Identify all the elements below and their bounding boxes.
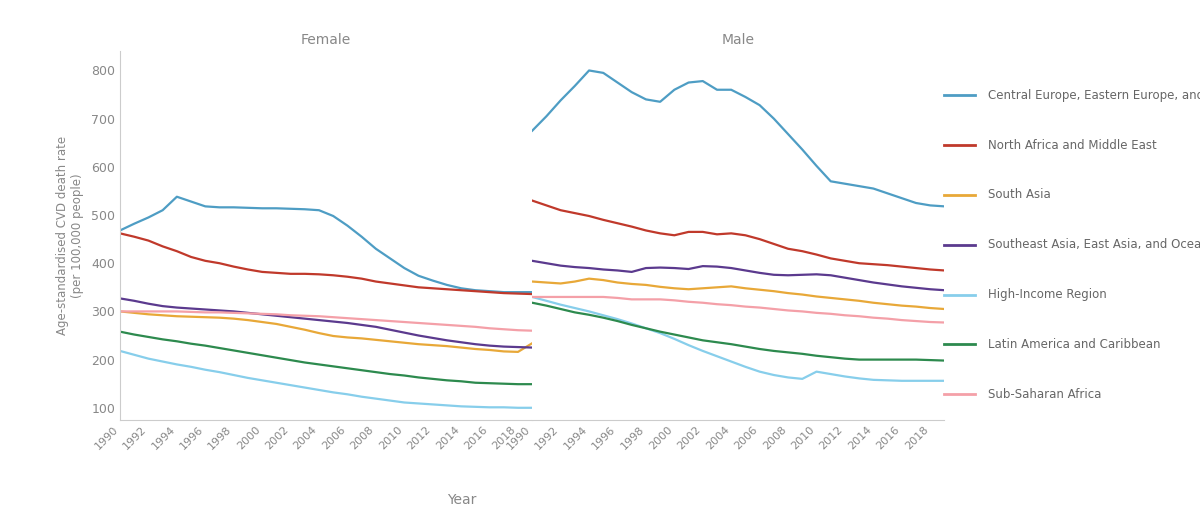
- Title: Female: Female: [301, 33, 352, 47]
- Text: South Asia: South Asia: [988, 188, 1051, 201]
- Text: North Africa and Middle East: North Africa and Middle East: [988, 139, 1157, 152]
- Title: Male: Male: [722, 33, 755, 47]
- Text: Central Europe, Eastern Europe, and Central Asia: Central Europe, Eastern Europe, and Cent…: [988, 89, 1200, 102]
- Text: Year: Year: [448, 493, 476, 507]
- Y-axis label: Age-standardised CVD death rate
(per 100,000 people): Age-standardised CVD death rate (per 100…: [56, 136, 84, 335]
- Text: Latin America and Caribbean: Latin America and Caribbean: [988, 338, 1160, 351]
- Text: Southeast Asia, East Asia, and Oceania: Southeast Asia, East Asia, and Oceania: [988, 238, 1200, 251]
- Text: Sub-Saharan Africa: Sub-Saharan Africa: [988, 388, 1102, 400]
- Text: High-Income Region: High-Income Region: [988, 288, 1106, 301]
